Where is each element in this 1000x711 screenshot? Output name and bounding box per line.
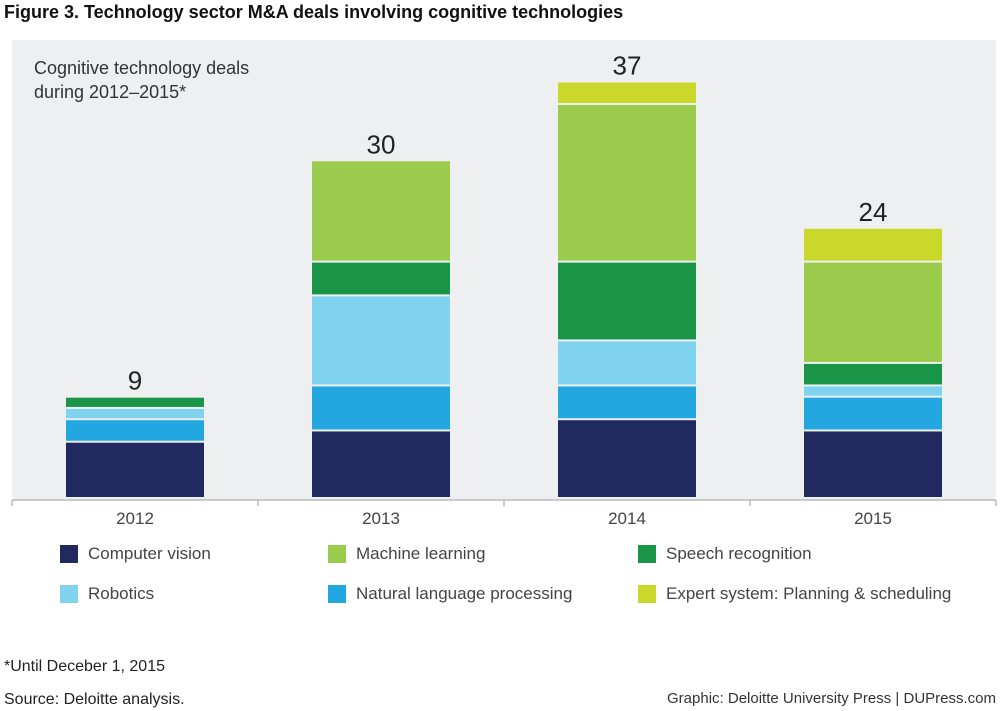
bar-segment-speech-recognition-2013	[312, 262, 450, 295]
bar-segment-machine-learning-2015	[804, 262, 942, 362]
x-tick-label-2012: 2012	[116, 509, 154, 528]
bar-segment-natural-language-processing-2014	[558, 386, 696, 419]
bar-segment-robotics-2013	[312, 296, 450, 385]
source-note: Source: Deloitte analysis.	[4, 691, 185, 708]
bar-segment-speech-recognition-2012	[66, 397, 204, 407]
bar-total-label-2012: 9	[128, 366, 142, 396]
bar-segment-expert-system-2014	[558, 82, 696, 104]
bar-segment-expert-system-2015	[804, 228, 942, 261]
legend-label-computer-vision: Computer vision	[88, 544, 211, 563]
bar-segment-natural-language-processing-2015	[804, 397, 942, 430]
bar-segment-natural-language-processing-2013	[312, 386, 450, 430]
chart-subtitle: Cognitive technology deals during 2012–2…	[34, 56, 334, 104]
legend-swatch-natural-language-processing	[328, 585, 346, 603]
bar-segment-computer-vision-2015	[804, 431, 942, 497]
legend-label-robotics: Robotics	[88, 584, 155, 603]
legend-item-speech-recognition: Speech recognition	[638, 544, 812, 564]
legend-label-machine-learning: Machine learning	[356, 544, 486, 563]
legend-swatch-machine-learning	[328, 545, 346, 563]
legend-label-natural-language-processing: Natural language processing	[356, 584, 573, 603]
legend-swatch-computer-vision	[60, 545, 78, 563]
x-tick-label-2015: 2015	[854, 509, 892, 528]
legend-item-machine-learning: Machine learning	[328, 544, 485, 564]
legend-swatch-robotics	[60, 585, 78, 603]
legend-label-speech-recognition: Speech recognition	[666, 544, 812, 563]
bar-segment-robotics-2014	[558, 341, 696, 385]
legend-item-computer-vision: Computer vision	[60, 544, 211, 564]
legend-label-expert-system: Expert system: Planning & scheduling	[666, 584, 952, 603]
x-tick-label-2013: 2013	[362, 509, 400, 528]
bar-segment-machine-learning-2013	[312, 161, 450, 261]
bar-segment-natural-language-processing-2012	[66, 420, 204, 441]
bar-segment-speech-recognition-2014	[558, 262, 696, 340]
bar-segment-robotics-2015	[804, 386, 942, 396]
subtitle-line-2: during 2012–2015*	[34, 82, 187, 102]
bar-segment-speech-recognition-2015	[804, 363, 942, 385]
subtitle-line-1: Cognitive technology deals	[34, 58, 250, 78]
bar-total-label-2014: 37	[613, 51, 642, 81]
bar-segment-machine-learning-2014	[558, 105, 696, 261]
bar-segment-computer-vision-2014	[558, 420, 696, 497]
footnote: *Until Deceber 1, 2015	[4, 658, 165, 675]
stacked-bar-chart: 9 2012 30 2013 37 2014 24 2015	[11, 51, 997, 528]
bar-segment-computer-vision-2012	[66, 442, 204, 497]
graphic-credit: Graphic: Deloitte University Press | DUP…	[667, 690, 996, 707]
bar-segment-robotics-2012	[66, 408, 204, 419]
legend-item-expert-system: Expert system: Planning & scheduling	[638, 584, 951, 604]
legend-swatch-speech-recognition	[638, 545, 656, 563]
legend-item-robotics: Robotics	[60, 584, 154, 604]
legend-swatch-expert-system	[638, 585, 656, 603]
bar-total-label-2015: 24	[859, 197, 888, 227]
bar-total-label-2013: 30	[367, 129, 396, 159]
x-tick-label-2014: 2014	[608, 509, 646, 528]
bar-segment-computer-vision-2013	[312, 431, 450, 497]
figure-title: Figure 3. Technology sector M&A deals in…	[4, 2, 624, 22]
legend-item-natural-language-processing: Natural language processing	[328, 584, 572, 604]
